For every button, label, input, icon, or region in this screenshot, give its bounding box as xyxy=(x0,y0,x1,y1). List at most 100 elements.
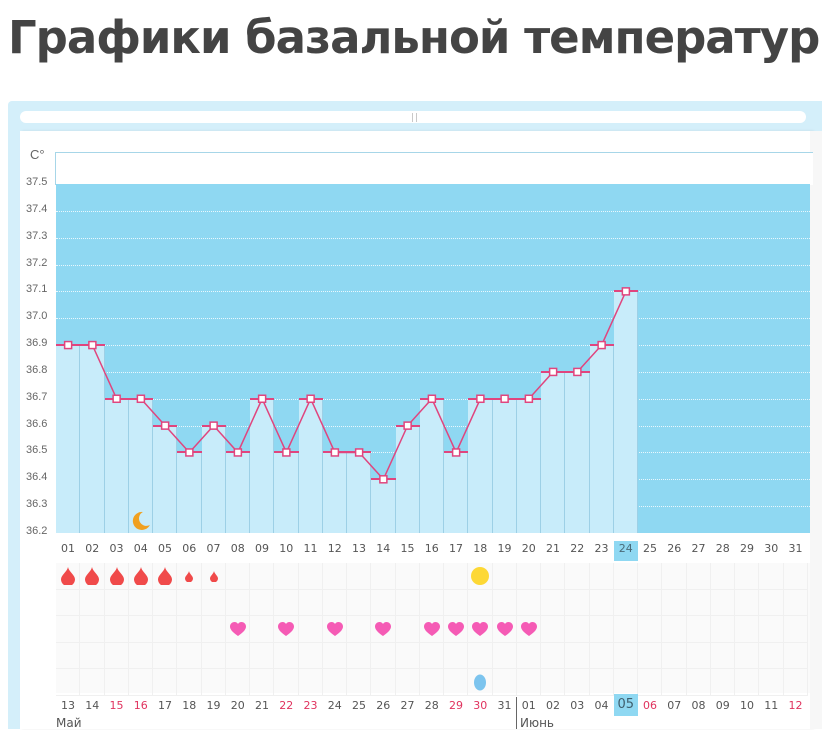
symbol-cell[interactable] xyxy=(565,642,590,669)
symbol-cell[interactable] xyxy=(201,616,226,643)
symbol-cell[interactable] xyxy=(638,563,663,590)
x-day-label[interactable]: 07 xyxy=(206,542,221,555)
symbol-cell[interactable] xyxy=(710,669,735,696)
symbol-cell[interactable] xyxy=(371,669,396,696)
symbol-cell[interactable] xyxy=(250,669,275,696)
temperature-bar[interactable] xyxy=(589,345,614,533)
symbol-cell[interactable] xyxy=(759,589,784,616)
symbol-cell[interactable] xyxy=(444,642,469,669)
calendar-date[interactable]: 14 xyxy=(85,699,100,712)
symbol-cell[interactable] xyxy=(468,616,493,643)
symbol-cell[interactable] xyxy=(80,563,105,590)
symbol-cell[interactable] xyxy=(153,642,178,669)
symbol-cell[interactable] xyxy=(347,589,372,616)
symbol-cell[interactable] xyxy=(783,669,808,696)
symbol-grid[interactable] xyxy=(56,563,810,696)
symbol-cell[interactable] xyxy=(250,589,275,616)
symbol-cell[interactable] xyxy=(662,563,687,590)
temperature-bar[interactable] xyxy=(541,371,566,533)
data-point-marker[interactable] xyxy=(621,287,631,296)
horizontal-scrollbar[interactable] xyxy=(20,111,806,123)
symbol-cell[interactable] xyxy=(201,589,226,616)
data-point-marker[interactable] xyxy=(573,367,582,377)
temperature-bar[interactable] xyxy=(80,345,105,533)
data-point-marker[interactable] xyxy=(330,448,340,457)
scrollbar-grip-icon[interactable] xyxy=(412,113,417,122)
data-point-marker[interactable] xyxy=(233,448,243,457)
symbol-cell[interactable] xyxy=(322,669,347,696)
symbol-cell[interactable] xyxy=(638,616,663,643)
calendar-date[interactable]: 17 xyxy=(158,699,172,712)
data-point-marker[interactable] xyxy=(451,448,461,457)
x-day-label[interactable]: 31 xyxy=(788,542,803,555)
symbol-cell[interactable] xyxy=(395,589,420,616)
temperature-bar[interactable] xyxy=(128,398,153,533)
symbol-cell[interactable] xyxy=(56,669,81,696)
symbol-cell[interactable] xyxy=(492,589,517,616)
temperature-bar[interactable] xyxy=(468,398,493,533)
symbol-cell[interactable] xyxy=(662,589,687,616)
temperature-bar[interactable] xyxy=(516,398,541,533)
symbol-cell[interactable] xyxy=(516,563,541,590)
calendar-date[interactable]: 15 xyxy=(109,699,124,712)
symbol-cell[interactable] xyxy=(298,616,323,643)
x-day-label[interactable]: 14 xyxy=(376,542,391,555)
temperature-bar[interactable] xyxy=(298,398,323,533)
temperature-bar[interactable] xyxy=(104,398,129,533)
data-point-marker[interactable] xyxy=(185,448,194,457)
calendar-date[interactable]: 30 xyxy=(473,699,488,712)
symbol-cell[interactable] xyxy=(735,616,760,643)
symbol-cell[interactable] xyxy=(613,642,638,669)
data-point-marker[interactable] xyxy=(524,394,534,404)
calendar-date[interactable]: 24 xyxy=(327,699,342,712)
x-day-label[interactable]: 01 xyxy=(61,542,75,555)
data-point-marker[interactable] xyxy=(476,394,485,404)
calendar-date[interactable]: 16 xyxy=(133,699,148,712)
x-day-label[interactable]: 13 xyxy=(352,542,366,555)
symbol-cell[interactable] xyxy=(565,669,590,696)
calendar-date[interactable]: 11 xyxy=(764,699,779,712)
symbol-cell[interactable] xyxy=(177,589,202,616)
symbol-cell[interactable] xyxy=(638,669,663,696)
symbol-cell[interactable] xyxy=(274,642,299,669)
symbol-cell[interactable] xyxy=(274,563,299,590)
symbol-cell[interactable] xyxy=(298,563,323,590)
symbol-cell[interactable] xyxy=(201,642,226,669)
data-point-marker[interactable] xyxy=(112,394,121,404)
symbol-cell[interactable] xyxy=(177,642,202,669)
temperature-bar[interactable] xyxy=(492,398,517,533)
temperature-bar[interactable] xyxy=(153,425,178,533)
symbol-cell[interactable] xyxy=(177,669,202,696)
symbol-cell[interactable] xyxy=(686,563,711,590)
x-day-label[interactable]: 26 xyxy=(667,542,682,555)
symbol-cell[interactable] xyxy=(153,669,178,696)
x-day-label[interactable]: 27 xyxy=(691,542,706,555)
symbol-cell[interactable] xyxy=(80,669,105,696)
symbol-cell[interactable] xyxy=(322,589,347,616)
symbol-cell[interactable] xyxy=(589,563,614,590)
symbol-cell[interactable] xyxy=(347,563,372,590)
symbol-cell[interactable] xyxy=(274,589,299,616)
symbol-cell[interactable] xyxy=(347,669,372,696)
symbol-cell[interactable] xyxy=(613,563,638,590)
symbol-cell[interactable] xyxy=(371,589,396,616)
symbol-cell[interactable] xyxy=(516,642,541,669)
temperature-plot[interactable] xyxy=(56,184,810,533)
symbol-cell[interactable] xyxy=(371,642,396,669)
symbol-cell[interactable] xyxy=(735,669,760,696)
symbol-cell[interactable] xyxy=(347,616,372,643)
symbol-cell[interactable] xyxy=(613,589,638,616)
calendar-date[interactable]: 04 xyxy=(594,699,609,712)
calendar-date-today[interactable]: 05 xyxy=(613,694,638,716)
x-day-label[interactable]: 29 xyxy=(740,542,754,555)
symbol-cell[interactable] xyxy=(419,669,444,696)
calendar-date[interactable]: 19 xyxy=(206,699,221,712)
symbol-cell[interactable] xyxy=(662,642,687,669)
x-day-label[interactable]: 03 xyxy=(109,542,124,555)
symbol-cell[interactable] xyxy=(347,642,372,669)
symbol-cell[interactable] xyxy=(80,642,105,669)
symbol-cell[interactable] xyxy=(371,616,396,643)
calendar-date[interactable]: 27 xyxy=(400,699,415,712)
symbol-cell[interactable] xyxy=(444,616,469,643)
symbol-cell[interactable] xyxy=(104,563,129,590)
